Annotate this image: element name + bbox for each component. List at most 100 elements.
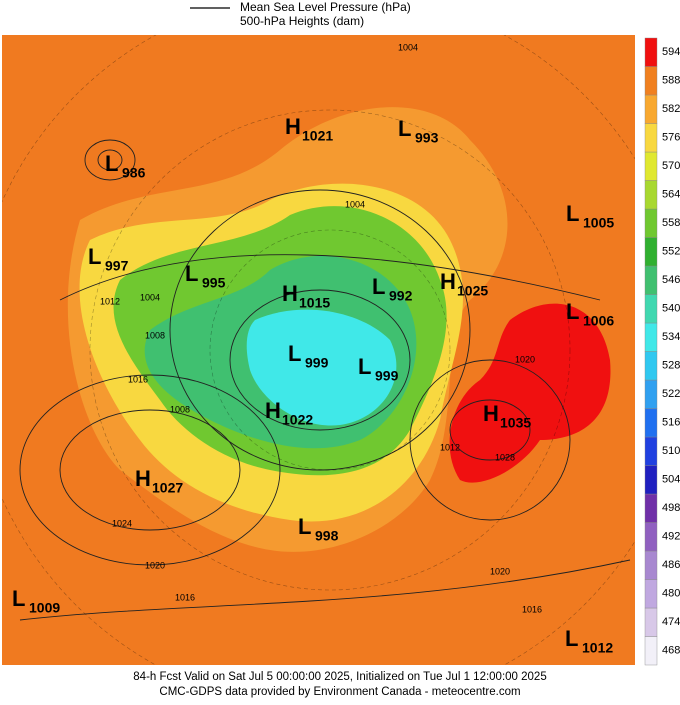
isobar-label: 1004 <box>140 292 160 302</box>
footer-valid-time: 84-h Fcst Valid on Sat Jul 5 00:00:00 20… <box>133 671 546 683</box>
center-letter: L <box>566 299 579 324</box>
colorbar-swatch <box>644 294 658 324</box>
colorbar-label: 504 <box>662 474 680 486</box>
colorbar-swatch <box>644 123 658 153</box>
center-pressure: 1006 <box>583 313 614 329</box>
isobar-labels: 1004 1012 1004 1008 1016 1008 1020 1028 1024 1020… <box>100 42 542 614</box>
colorbar-swatch <box>644 436 658 466</box>
center-pressure: 1009 <box>29 600 60 616</box>
colorbar-swatch <box>644 550 658 580</box>
isobar-label: 1024 <box>112 518 132 528</box>
colorbar-label: 552 <box>662 246 680 258</box>
colorbar-swatch <box>644 208 658 238</box>
colorbar-label: 486 <box>662 559 680 571</box>
center-pressure: 995 <box>202 275 226 291</box>
colorbar-label: 480 <box>662 588 680 600</box>
colorbar-label: 516 <box>662 417 680 429</box>
colorbar-label: 540 <box>662 303 680 315</box>
center-letter: L <box>566 201 579 226</box>
colorbar-swatch <box>644 379 658 409</box>
isobar-label: 1020 <box>515 354 535 364</box>
colorbar-swatch <box>644 94 658 124</box>
center-pressure: 992 <box>389 288 413 304</box>
center-letter: H <box>440 269 456 294</box>
center-letter: H <box>483 401 499 426</box>
center-pressure: 998 <box>315 528 339 544</box>
center-pressure: 1027 <box>152 480 183 496</box>
center-pressure: 1022 <box>282 412 313 428</box>
center-letter: H <box>285 114 301 139</box>
colorbar-swatch <box>644 408 658 438</box>
center-pressure: 999 <box>305 355 329 371</box>
legend-heights-label: 500-hPa Heights (dam) <box>240 14 364 28</box>
center-pressure: 997 <box>105 258 129 274</box>
isobar-label: 1008 <box>170 404 190 414</box>
center-pressure: 1025 <box>457 283 488 299</box>
legend-pressure-label: Mean Sea Level Pressure (hPa) <box>240 0 411 14</box>
colorbar-label: 594 <box>662 46 680 58</box>
center-letter: L <box>288 341 301 366</box>
colorbar-label: 522 <box>662 388 680 400</box>
colorbar-swatch <box>644 322 658 352</box>
center-letter: L <box>88 244 101 269</box>
shade-534 <box>246 309 397 426</box>
center-letter: L <box>358 354 371 379</box>
colorbar-label: 474 <box>662 616 680 628</box>
colorbar-swatch <box>644 66 658 96</box>
colorbar-swatch <box>644 37 658 67</box>
colorbar-swatch <box>644 180 658 210</box>
center-letter: L <box>12 586 25 611</box>
center-letter: H <box>282 281 298 306</box>
center-pressure: 1005 <box>583 215 614 231</box>
colorbar-swatch <box>644 151 658 181</box>
colorbar-label: 468 <box>662 645 680 657</box>
isobars <box>19 139 631 621</box>
colorbar-label: 528 <box>662 360 680 372</box>
isobar-label: 1012 <box>440 442 460 452</box>
isobar-label: 1020 <box>490 566 510 576</box>
colorbar-label: 564 <box>662 189 680 201</box>
colorbar-swatch <box>644 522 658 552</box>
center-letter: L <box>298 514 311 539</box>
center-letter: H <box>135 466 151 491</box>
isobar-label: 1004 <box>398 42 418 52</box>
colorbar-swatch <box>644 607 658 637</box>
isobar-label: 1004 <box>345 199 365 209</box>
colorbar-label: 582 <box>662 103 680 115</box>
colorbar-swatch <box>644 351 658 381</box>
colorbar-swatch <box>644 579 658 609</box>
isobar-label: 1016 <box>522 604 542 614</box>
colorbar-label: 588 <box>662 75 680 87</box>
center-pressure: 986 <box>122 165 146 181</box>
colorbar-swatch <box>644 237 658 267</box>
center-pressure: 999 <box>375 368 399 384</box>
colorbar-label: 498 <box>662 502 680 514</box>
colorbar-swatch <box>644 465 658 495</box>
isobar-label: 1012 <box>100 296 120 306</box>
colorbar-swatch <box>644 265 658 295</box>
center-pressure: 1021 <box>302 128 333 144</box>
isobar-label: 1020 <box>145 560 165 570</box>
colorbar-label: 546 <box>662 274 680 286</box>
shade-594 <box>449 303 611 483</box>
center-letter: L <box>185 261 198 286</box>
colorbar-swatch <box>644 636 658 666</box>
colorbar-swatch <box>644 493 658 523</box>
center-letter: H <box>265 398 281 423</box>
colorbar-label: 534 <box>662 331 680 343</box>
colorbar: 468 474 480 486 492 498 504 510 516 522 528 534 540 5… <box>644 37 680 666</box>
center-letter: L <box>398 116 411 141</box>
colorbar-label: 558 <box>662 217 680 229</box>
colorbar-label: 492 <box>662 531 680 543</box>
center-letter: L <box>565 626 578 651</box>
footer-credit: CMC-GDPS data provided by Environment Ca… <box>159 686 520 698</box>
colorbar-label: 570 <box>662 160 680 172</box>
colorbar-label: 576 <box>662 132 680 144</box>
center-letter: L <box>105 151 118 176</box>
center-letter: L <box>372 274 385 299</box>
isobar-label: 1016 <box>175 592 195 602</box>
center-pressure: 1012 <box>582 640 613 656</box>
